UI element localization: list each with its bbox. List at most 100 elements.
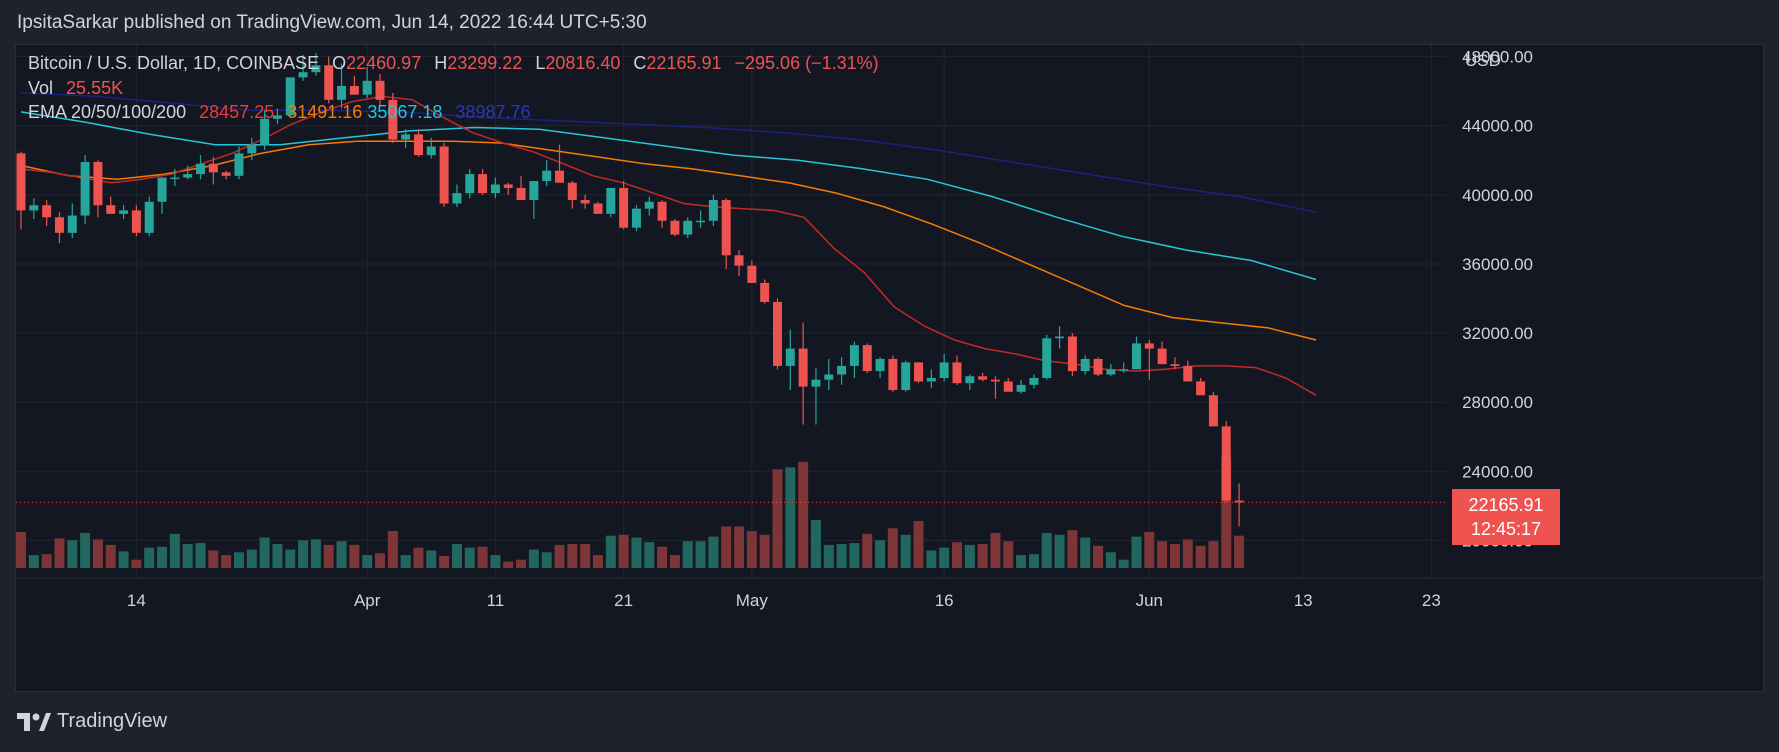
open-key: O xyxy=(332,53,347,73)
candle-body xyxy=(503,184,513,188)
volume-bar xyxy=(913,520,924,568)
candle-body xyxy=(772,301,782,366)
ema-legend[interactable]: EMA 20/50/100/200 28457.25 31491.16 3506… xyxy=(28,102,531,123)
price-chart[interactable]: 48000.00 44000.00 40000.00 36000.00 32000.00… xyxy=(16,45,1764,692)
candle-body xyxy=(324,65,334,100)
volume-bar xyxy=(849,543,860,568)
candle-body xyxy=(1093,358,1103,375)
candle-body xyxy=(965,376,975,384)
candle-body xyxy=(1003,381,1013,392)
volume-bar xyxy=(182,544,193,568)
low-key: L xyxy=(535,53,546,73)
volume-bar xyxy=(772,469,783,568)
volume-bar xyxy=(285,549,296,568)
candle-body xyxy=(1067,336,1077,372)
candle-body xyxy=(862,345,872,372)
candle-body xyxy=(247,144,257,154)
candle-body xyxy=(542,170,552,182)
x-tick-label: 11 xyxy=(487,591,505,610)
candle-body xyxy=(1055,336,1065,339)
tradingview-logo-icon xyxy=(17,712,51,731)
volume-legend[interactable]: Vol 25.55K xyxy=(28,78,123,99)
volume-bar xyxy=(721,526,732,568)
volume-bar xyxy=(233,552,244,568)
ema100-line xyxy=(20,111,1317,281)
ema20-line xyxy=(20,95,1317,396)
candle-body xyxy=(529,181,539,201)
volume-bar xyxy=(1028,554,1039,568)
high-value: 23299.22 xyxy=(447,53,523,73)
volume-bar xyxy=(349,544,360,568)
brand-footer[interactable]: TradingView xyxy=(17,710,167,733)
candle-body xyxy=(1208,395,1218,427)
candlesticks xyxy=(16,53,1244,527)
volume-bar xyxy=(1144,532,1155,568)
candle-body xyxy=(631,208,641,228)
candle-body xyxy=(413,134,423,156)
symbol-name[interactable]: Bitcoin / U.S. Dollar, 1D, COINBASE xyxy=(28,53,320,73)
candle-body xyxy=(555,170,565,183)
grid-lines xyxy=(16,45,1763,579)
candle-body xyxy=(234,153,244,176)
candle-body xyxy=(811,379,821,387)
candle-body xyxy=(93,162,103,206)
candle-body xyxy=(593,203,603,214)
candle-body xyxy=(426,146,436,156)
candle-body xyxy=(990,379,1000,382)
volume-bar xyxy=(900,534,911,568)
candle-body xyxy=(106,205,116,214)
volume-bar xyxy=(541,552,552,568)
candle-body xyxy=(567,182,577,201)
y-tick-label: 32000.00 xyxy=(1462,324,1533,343)
volume-bar xyxy=(221,555,232,568)
volume-bar xyxy=(503,561,514,568)
y-tick-label: 44000.00 xyxy=(1462,117,1533,136)
volume-bar xyxy=(144,547,155,568)
candle-body xyxy=(349,86,359,95)
candle-body xyxy=(644,201,654,209)
volume-bar xyxy=(375,553,386,568)
candle-body xyxy=(837,365,847,375)
y-tick-label: 24000.00 xyxy=(1462,462,1533,481)
volume-bar xyxy=(746,531,757,568)
candle-body xyxy=(170,177,180,180)
price-axis[interactable]: 48000.00 44000.00 40000.00 36000.00 32000.00… xyxy=(1462,48,1533,551)
brand-name: TradingView xyxy=(57,710,168,732)
candle-body xyxy=(1080,358,1090,372)
candle-body xyxy=(465,174,475,194)
volume-bar xyxy=(682,541,693,568)
volume-bar xyxy=(964,544,975,568)
candle-body xyxy=(260,118,270,145)
candle-body xyxy=(1170,364,1180,366)
chart-pane[interactable]: 48000.00 44000.00 40000.00 36000.00 32000.00… xyxy=(15,44,1764,692)
ema200-line xyxy=(20,92,1317,213)
volume-bar xyxy=(105,544,116,568)
volume-bar xyxy=(1182,539,1193,568)
candle-body xyxy=(1144,343,1154,349)
volume-bar xyxy=(951,542,962,568)
volume-bar xyxy=(836,544,847,568)
volume-bar xyxy=(618,534,629,568)
volume-bar xyxy=(246,549,257,568)
last-price-value: 22165.91 xyxy=(1468,495,1544,516)
volume-bar xyxy=(1105,552,1116,568)
low-value: 20816.40 xyxy=(545,53,621,73)
candle-body xyxy=(221,172,231,176)
y-tick-label: 28000.00 xyxy=(1462,393,1533,412)
candle-body xyxy=(439,146,449,204)
candle-body xyxy=(1119,369,1129,371)
candle-body xyxy=(1029,377,1039,385)
time-axis[interactable]: 14 Apr 11 21 May 16 Jun 13 23 xyxy=(127,591,1441,610)
candle-body xyxy=(67,215,77,233)
symbol-legend[interactable]: Bitcoin / U.S. Dollar, 1D, COINBASE O224… xyxy=(28,53,879,74)
candle-body xyxy=(42,205,52,218)
volume-bar xyxy=(1157,541,1168,568)
volume-bar xyxy=(92,539,103,568)
candle-body xyxy=(362,80,372,95)
volume-bar xyxy=(310,539,321,568)
volume-bar xyxy=(272,544,283,568)
volume-bar xyxy=(195,543,206,568)
candle-body xyxy=(285,77,295,116)
candle-body xyxy=(388,99,398,140)
volume-bars xyxy=(16,457,1245,568)
